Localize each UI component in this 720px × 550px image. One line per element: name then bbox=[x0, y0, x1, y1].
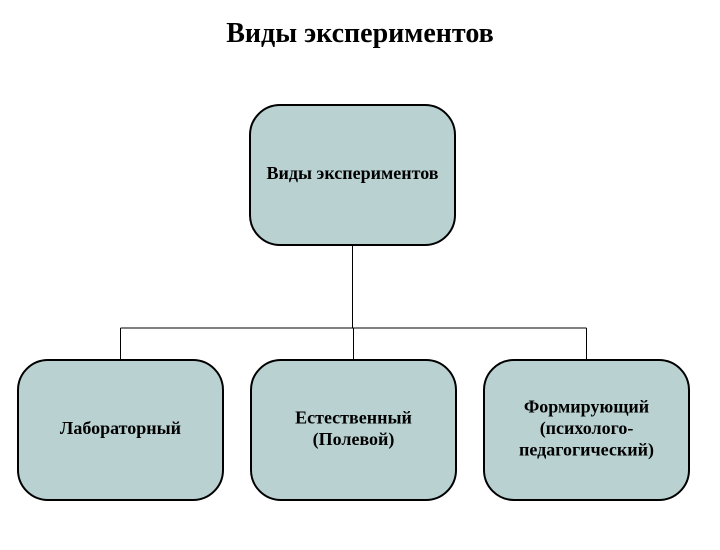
node-root-label-line: Виды экспериментов bbox=[267, 163, 439, 183]
node-natural-label-line: (Полевой) bbox=[313, 429, 395, 450]
node-forming: Формирующий(психолого-педагогический) bbox=[484, 360, 689, 500]
node-root: Виды экспериментов bbox=[250, 105, 455, 245]
node-lab: Лабораторный bbox=[18, 360, 223, 500]
node-forming-label-line: педагогический) bbox=[519, 440, 654, 461]
node-natural-label-line: Естественный bbox=[295, 407, 412, 427]
tree-diagram: Виды экспериментов Лабораторный Естественн… bbox=[0, 50, 720, 550]
node-forming-label-line: (психолого- bbox=[540, 418, 634, 439]
node-lab-label-line: Лабораторный bbox=[60, 418, 181, 438]
page-title: Виды экспериментов bbox=[0, 0, 720, 50]
node-forming-label-line: Формирующий bbox=[524, 397, 649, 417]
node-natural: Естественный(Полевой) bbox=[251, 360, 456, 500]
